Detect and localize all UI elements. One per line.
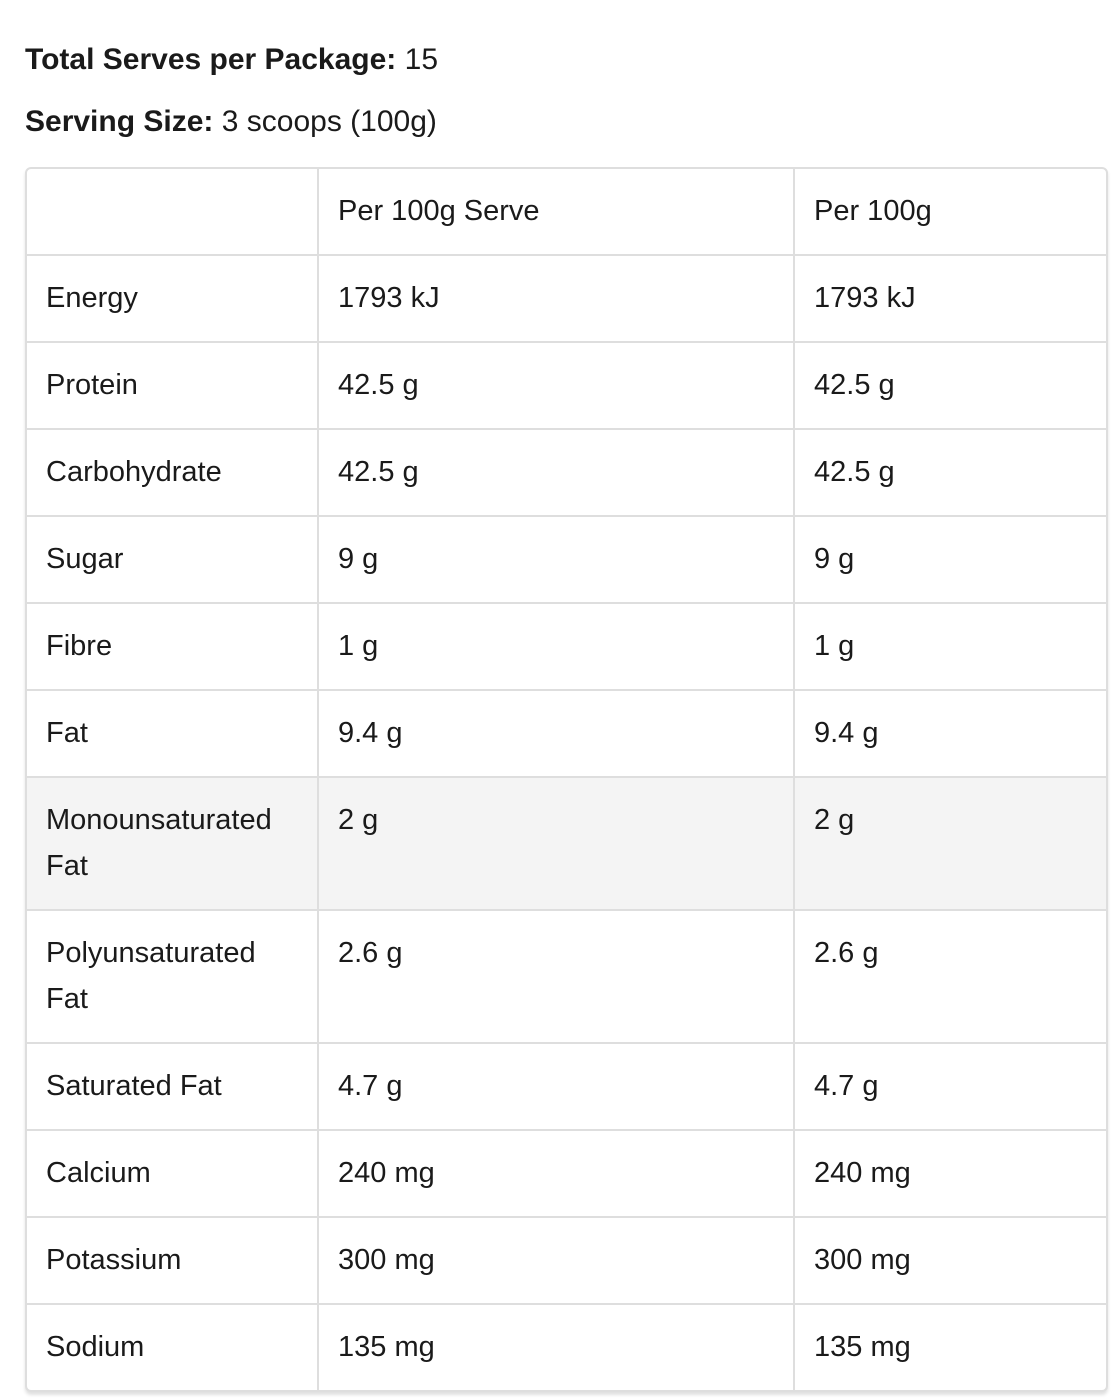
serving-size-label: Serving Size:	[25, 105, 214, 138]
per-100g-value: 2.6 g	[794, 910, 1106, 1044]
table-row: Potassium 300 mg 300 mg	[27, 1217, 1106, 1305]
per-100g-value: 42.5 g	[794, 429, 1106, 517]
table-row: Carbohydrate 42.5 g 42.5 g	[27, 429, 1106, 517]
serving-size-line: Serving Size: 3 scoops (100g)	[25, 104, 437, 140]
table-row: Polyunsaturated Fat 2.6 g 2.6 g	[27, 910, 1106, 1044]
header-nutrient	[27, 169, 319, 256]
per-100g-value: 42.5 g	[794, 342, 1106, 430]
header-per-100g: Per 100g	[794, 169, 1106, 256]
total-serves-value: 15	[404, 43, 439, 76]
per-100g-value: 300 mg	[794, 1217, 1106, 1305]
table-row: Fibre 1 g 1 g	[27, 603, 1106, 691]
per-serve-value: 42.5 g	[318, 429, 795, 517]
table-header-row: Per 100g Serve Per 100g	[27, 169, 1106, 256]
nutrient-name: Energy	[27, 255, 319, 343]
per-serve-value: 4.7 g	[318, 1043, 795, 1131]
per-100g-value: 240 mg	[794, 1130, 1106, 1218]
nutrient-name: Polyunsaturated Fat	[27, 910, 319, 1044]
serving-size-value: 3 scoops (100g)	[221, 105, 437, 138]
table-row: Monounsaturated Fat 2 g 2 g	[27, 777, 1106, 911]
nutrient-name: Monounsaturated Fat	[27, 777, 319, 911]
nutrient-name: Potassium	[27, 1217, 319, 1305]
header-per-serve: Per 100g Serve	[318, 169, 795, 256]
total-serves-label: Total Serves per Package:	[25, 43, 397, 76]
nutrient-name: Sugar	[27, 516, 319, 604]
per-serve-value: 240 mg	[318, 1130, 795, 1218]
table-row: Fat 9.4 g 9.4 g	[27, 690, 1106, 778]
nutrient-name: Carbohydrate	[27, 429, 319, 517]
per-serve-value: 1 g	[318, 603, 795, 691]
per-serve-value: 135 mg	[318, 1304, 795, 1390]
table-row: Sodium 135 mg 135 mg	[27, 1304, 1106, 1390]
per-serve-value: 300 mg	[318, 1217, 795, 1305]
per-100g-value: 9 g	[794, 516, 1106, 604]
table-row: Calcium 240 mg 240 mg	[27, 1130, 1106, 1218]
table-row: Sugar 9 g 9 g	[27, 516, 1106, 604]
table-row: Energy 1793 kJ 1793 kJ	[27, 255, 1106, 343]
nutrient-name: Fat	[27, 690, 319, 778]
per-100g-value: 9.4 g	[794, 690, 1106, 778]
per-100g-value: 2 g	[794, 777, 1106, 911]
nutrient-name: Sodium	[27, 1304, 319, 1390]
per-100g-value: 1793 kJ	[794, 255, 1106, 343]
per-serve-value: 9 g	[318, 516, 795, 604]
per-serve-value: 2.6 g	[318, 910, 795, 1044]
per-100g-value: 1 g	[794, 603, 1106, 691]
nutrient-name: Calcium	[27, 1130, 319, 1218]
per-serve-value: 1793 kJ	[318, 255, 795, 343]
per-100g-value: 4.7 g	[794, 1043, 1106, 1131]
nutrient-name: Fibre	[27, 603, 319, 691]
nutrient-name: Saturated Fat	[27, 1043, 319, 1131]
per-100g-value: 135 mg	[814, 1331, 911, 1363]
table-row: Protein 42.5 g 42.5 g	[27, 342, 1106, 430]
nutrition-table: Per 100g Serve Per 100g Energy 1793 kJ 1…	[27, 169, 1106, 1390]
total-serves-line: Total Serves per Package: 15	[25, 42, 438, 78]
table-row: Saturated Fat 4.7 g 4.7 g	[27, 1043, 1106, 1131]
per-serve-value: 2 g	[318, 777, 795, 911]
nutrition-table-container: Per 100g Serve Per 100g Energy 1793 kJ 1…	[25, 167, 1108, 1392]
per-serve-value: 9.4 g	[318, 690, 795, 778]
nutrient-name: Protein	[27, 342, 319, 430]
per-serve-value: 42.5 g	[318, 342, 795, 430]
